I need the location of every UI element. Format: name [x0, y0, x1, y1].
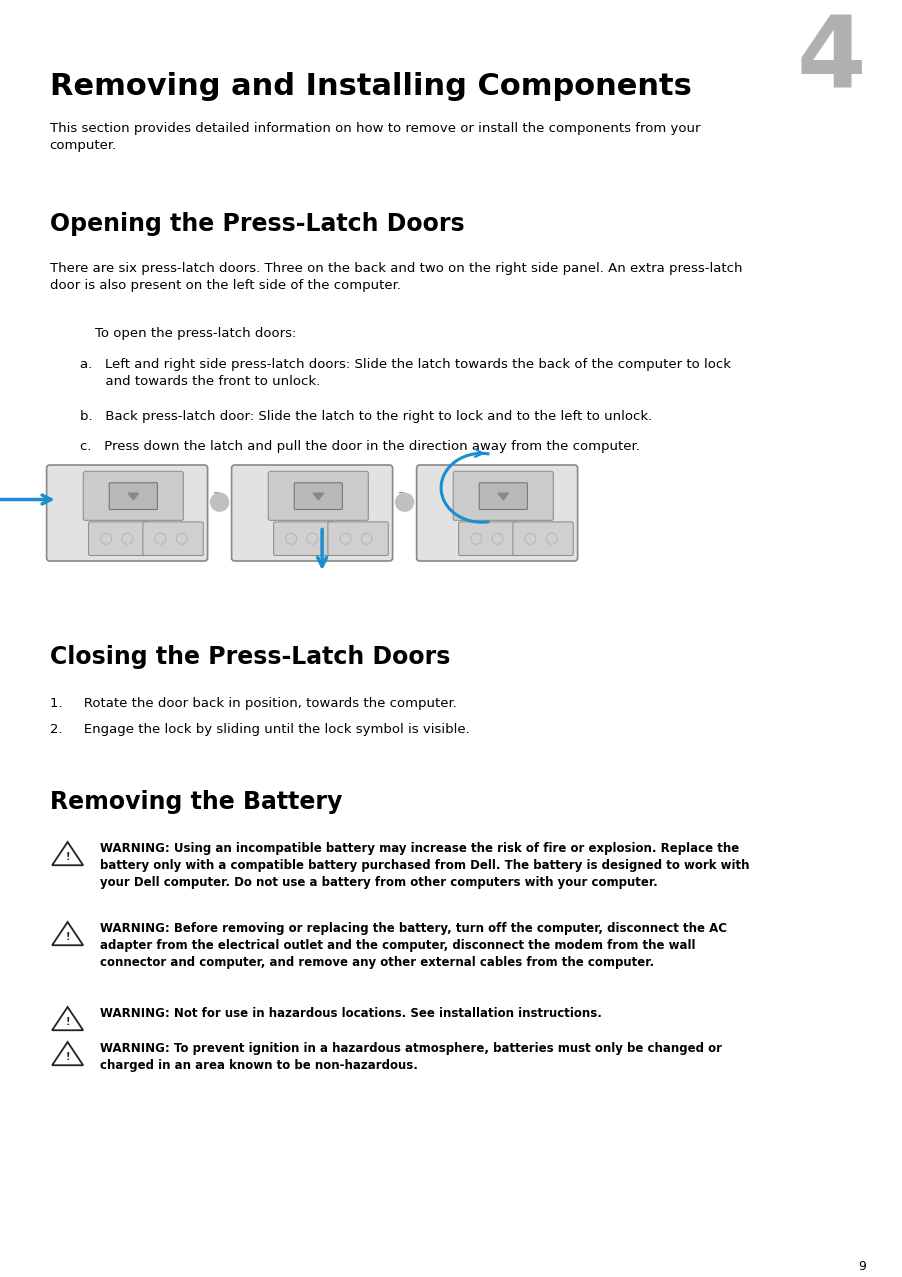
- FancyBboxPatch shape: [143, 522, 203, 555]
- Text: WARNING: Not for use in hazardous locations. See installation instructions.: WARNING: Not for use in hazardous locati…: [99, 1008, 602, 1020]
- FancyBboxPatch shape: [417, 465, 577, 561]
- Text: WARNING: Before removing or replacing the battery, turn off the computer, discon: WARNING: Before removing or replacing th…: [99, 922, 727, 969]
- Text: Opening the Press-Latch Doors: Opening the Press-Latch Doors: [50, 212, 465, 236]
- Text: Closing the Press-Latch Doors: Closing the Press-Latch Doors: [50, 645, 450, 669]
- FancyBboxPatch shape: [109, 483, 157, 510]
- Polygon shape: [52, 1008, 83, 1031]
- FancyBboxPatch shape: [458, 522, 519, 555]
- FancyBboxPatch shape: [88, 522, 149, 555]
- Polygon shape: [52, 842, 83, 866]
- Text: b.   Back press-latch door: Slide the latch to the right to lock and to the left: b. Back press-latch door: Slide the latc…: [79, 410, 652, 423]
- FancyBboxPatch shape: [328, 522, 388, 555]
- FancyBboxPatch shape: [232, 465, 392, 561]
- FancyBboxPatch shape: [83, 471, 183, 521]
- Text: This section provides detailed information on how to remove or install the compo: This section provides detailed informati…: [50, 123, 700, 152]
- Text: !: !: [65, 932, 69, 941]
- Polygon shape: [313, 493, 324, 499]
- Text: 1.     Rotate the door back in position, towards the computer.: 1. Rotate the door back in position, tow…: [50, 697, 456, 710]
- Polygon shape: [128, 493, 139, 499]
- FancyBboxPatch shape: [513, 522, 574, 555]
- Text: 9: 9: [858, 1260, 866, 1273]
- Text: WARNING: Using an incompatible battery may increase the risk of fire or explosio: WARNING: Using an incompatible battery m…: [99, 842, 749, 889]
- Text: !: !: [65, 1016, 69, 1027]
- FancyBboxPatch shape: [294, 483, 343, 510]
- Circle shape: [396, 493, 414, 511]
- Text: 4: 4: [796, 11, 866, 109]
- Text: a.   Left and right side press-latch doors: Slide the latch towards the back of : a. Left and right side press-latch doors…: [79, 358, 731, 388]
- Text: Removing the Battery: Removing the Battery: [50, 790, 342, 813]
- FancyBboxPatch shape: [273, 522, 334, 555]
- Text: There are six press-latch doors. Three on the back and two on the right side pan: There are six press-latch doors. Three o…: [50, 262, 742, 292]
- Text: 2.     Engage the lock by sliding until the lock symbol is visible.: 2. Engage the lock by sliding until the …: [50, 723, 469, 736]
- FancyBboxPatch shape: [47, 465, 207, 561]
- Text: !: !: [65, 852, 69, 862]
- FancyBboxPatch shape: [479, 483, 528, 510]
- Polygon shape: [498, 493, 509, 499]
- Polygon shape: [52, 922, 83, 945]
- Circle shape: [210, 493, 228, 511]
- Polygon shape: [52, 1042, 83, 1065]
- FancyBboxPatch shape: [268, 471, 368, 521]
- Text: c.   Press down the latch and pull the door in the direction away from the compu: c. Press down the latch and pull the doo…: [79, 441, 640, 453]
- Text: WARNING: To prevent ignition in a hazardous atmosphere, batteries must only be c: WARNING: To prevent ignition in a hazard…: [99, 1042, 722, 1071]
- Text: Removing and Installing Components: Removing and Installing Components: [50, 72, 692, 101]
- Text: !: !: [65, 1052, 69, 1061]
- Text: To open the press-latch doors:: To open the press-latch doors:: [95, 327, 296, 340]
- FancyBboxPatch shape: [454, 471, 553, 521]
